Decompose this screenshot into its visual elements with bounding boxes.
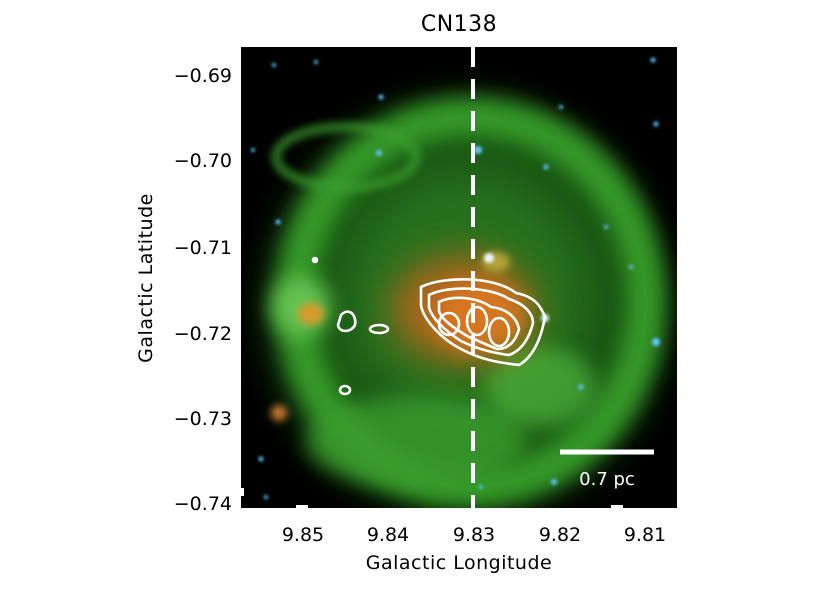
emission-contours — [311, 256, 547, 396]
scale-bar-label: 0.7 pc — [579, 469, 635, 490]
y-tick-label: −0.72 — [173, 323, 232, 345]
x-tick-label: 9.83 — [452, 524, 496, 546]
x-tick-label: 9.81 — [623, 524, 667, 546]
y-tick-label: −0.69 — [173, 65, 232, 87]
y-tick-label: −0.73 — [173, 408, 232, 430]
y-tick-label: −0.70 — [173, 150, 232, 172]
plot-title: CN138 — [420, 12, 498, 37]
x-axis-label: Galactic Longitude — [365, 552, 553, 574]
y-tick-label: −0.74 — [173, 493, 232, 515]
point-sources — [251, 57, 660, 499]
y-tick-label: −0.71 — [173, 237, 232, 259]
edge-marks — [241, 488, 623, 508]
x-tick-label: 9.82 — [538, 524, 582, 546]
x-tick-label: 9.85 — [281, 524, 325, 546]
x-tick-label: 9.84 — [366, 524, 410, 546]
infrared-composite-image — [241, 47, 677, 508]
y-axis-label: Galactic Latitude — [135, 193, 157, 363]
astronomical-image — [241, 47, 677, 508]
